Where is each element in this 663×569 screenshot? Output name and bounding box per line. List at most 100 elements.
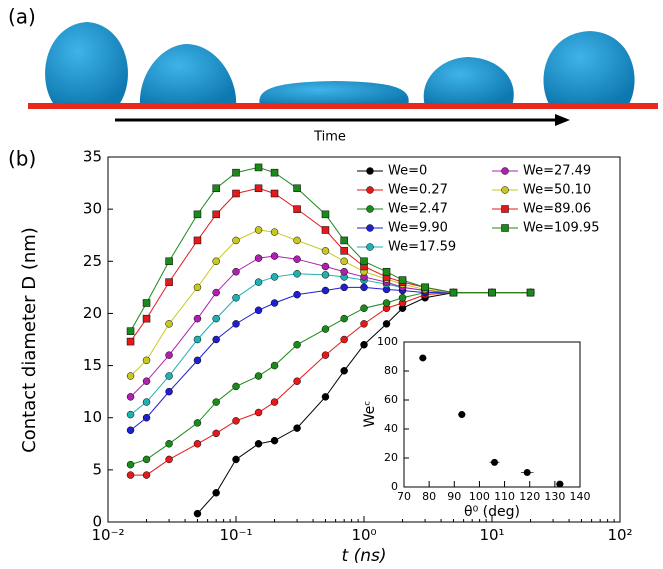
x-tick-label: 10⁻¹: [219, 526, 252, 544]
marker: [321, 271, 330, 279]
marker: [293, 290, 301, 299]
marker: [165, 278, 173, 286]
marker: [270, 299, 279, 307]
marker: [254, 372, 263, 380]
marker: [526, 288, 535, 297]
marker: [254, 163, 263, 172]
x-tick-label: 10⁻²: [91, 526, 124, 544]
y-tick-label: 15: [83, 356, 102, 374]
marker: [270, 398, 279, 406]
marker: [321, 247, 330, 255]
marker: [382, 267, 391, 276]
marker: [340, 314, 348, 323]
marker: [321, 286, 330, 295]
legend-marker: [366, 224, 374, 232]
marker: [254, 254, 263, 262]
time-arrow-head: [555, 114, 570, 126]
point: [458, 411, 466, 418]
marker: [270, 436, 279, 445]
marker: [293, 205, 301, 213]
series-line: [130, 166, 531, 332]
y-axis-label: Contact diameter D (nm): [19, 227, 40, 453]
marker: [270, 168, 279, 177]
marker: [126, 471, 135, 479]
marker: [382, 320, 391, 328]
y-tick-label: 0: [92, 513, 102, 531]
marker: [293, 184, 301, 193]
legend-label: We=27.49: [523, 164, 591, 179]
legend-marker: [501, 186, 509, 194]
marker: [142, 356, 151, 365]
marker: [232, 189, 240, 198]
marker: [232, 382, 240, 391]
marker: [126, 327, 135, 335]
marker: [321, 325, 330, 333]
marker: [232, 417, 240, 425]
marker: [360, 340, 368, 349]
legend-marker: [501, 224, 509, 232]
point: [491, 458, 499, 466]
x-axis-label: t (ns): [342, 546, 387, 566]
x-tick-label: 70: [397, 490, 411, 503]
marker: [142, 377, 151, 385]
x-tick-label: 80: [422, 490, 436, 503]
marker: [193, 210, 202, 219]
x-tick-label: 90: [447, 490, 461, 503]
legend-marker: [501, 205, 509, 213]
y-tick-label: 20: [384, 451, 398, 464]
marker: [126, 372, 135, 380]
marker: [212, 210, 220, 219]
marker: [142, 413, 151, 422]
series-line: [130, 286, 531, 431]
marker: [340, 247, 348, 255]
marker: [488, 288, 496, 297]
y-tick-label: 80: [384, 364, 398, 377]
marker: [270, 361, 279, 370]
marker: [142, 471, 151, 479]
marker: [254, 440, 263, 448]
marker: [193, 509, 202, 518]
marker: [340, 367, 348, 375]
marker: [126, 337, 135, 346]
plot-frame: [403, 341, 581, 488]
marker: [212, 314, 220, 323]
marker: [142, 299, 151, 307]
marker: [126, 460, 135, 469]
marker: [232, 455, 240, 464]
marker: [142, 314, 151, 323]
marker: [421, 283, 429, 292]
marker: [142, 455, 151, 464]
marker: [193, 419, 202, 427]
marker: [254, 408, 263, 417]
marker: [212, 429, 220, 438]
marker: [270, 273, 279, 281]
marker: [321, 351, 330, 359]
marker: [165, 320, 173, 328]
marker: [193, 314, 202, 323]
legend-label: We=109.95: [523, 221, 599, 236]
legend-marker: [366, 186, 374, 194]
x-tick-label: 10²: [607, 526, 632, 544]
x-tick-label: 10¹: [479, 526, 504, 544]
y-tick-label: 35: [83, 148, 102, 166]
marker: [340, 283, 348, 292]
marker: [193, 440, 202, 448]
marker: [321, 393, 330, 401]
marker: [165, 455, 173, 464]
marker: [340, 257, 348, 266]
marker: [398, 294, 407, 302]
inset-x-label: θ⁰ (deg): [464, 504, 520, 520]
x-tick-label: 130: [544, 490, 565, 503]
marker: [254, 184, 263, 193]
legend-label: We=0.27: [388, 183, 448, 198]
y-tick-label: 60: [384, 393, 398, 406]
marker: [165, 440, 173, 448]
marker: [193, 283, 202, 292]
marker: [360, 257, 368, 266]
marker: [293, 236, 301, 245]
marker: [193, 236, 202, 245]
time-label: Time: [313, 130, 346, 145]
marker: [360, 304, 368, 312]
droplet-snapshots: [28, 22, 658, 109]
y-tick-label: 10: [83, 408, 102, 426]
